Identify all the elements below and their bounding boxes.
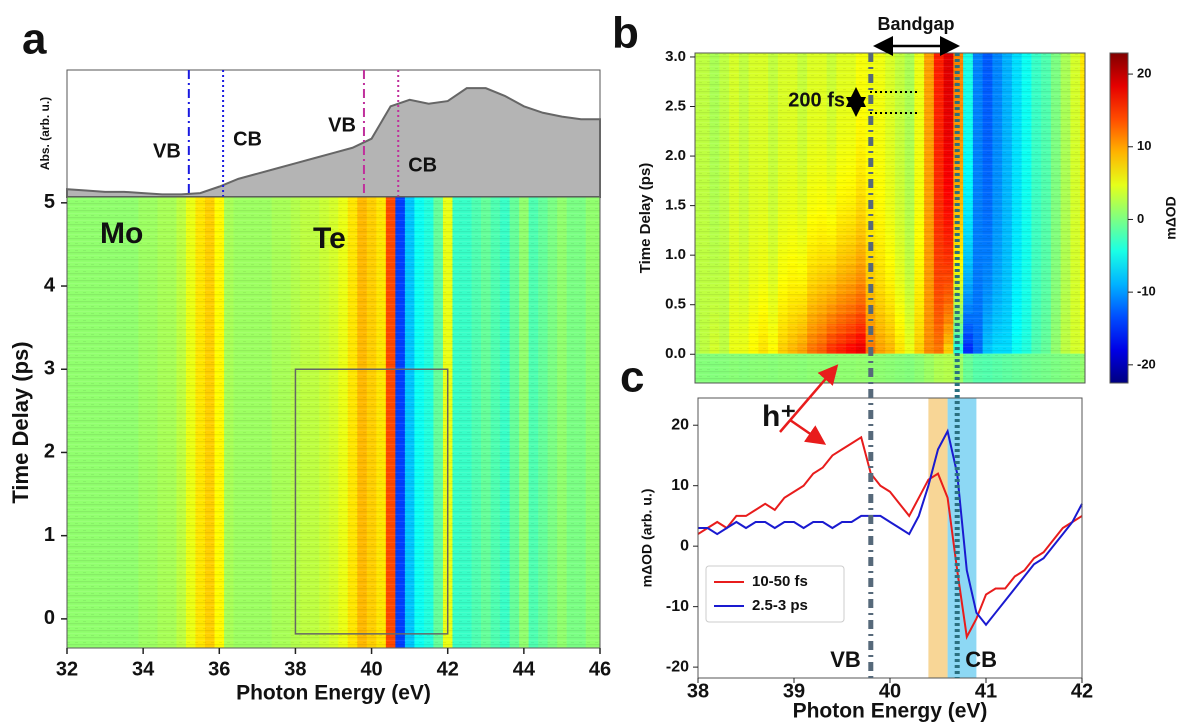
y-tick-label: 1.0: [665, 246, 686, 263]
y-tick-label: 20: [671, 416, 689, 433]
y-tick-label: 0: [44, 607, 55, 629]
hole-label: h⁺: [762, 400, 796, 433]
colorbar-tick-label: -20: [1137, 356, 1156, 371]
y-tick-label: 0.0: [665, 345, 686, 362]
y-axis-label: mΔOD (arb. u.): [639, 489, 655, 588]
y-tick-label: 5: [44, 191, 55, 213]
y-tick-label: 0: [680, 537, 689, 554]
legend-label: 10-50 fs: [752, 573, 808, 590]
y-tick-label: 3: [44, 358, 55, 380]
panel-label: a: [22, 15, 47, 64]
x-tick-label: 32: [56, 658, 78, 680]
legend-label: 2.5-3 ps: [752, 597, 808, 614]
y-tick-label: 0.5: [665, 296, 686, 313]
edge-label: CB: [233, 128, 262, 150]
streak-texture: [695, 53, 1085, 383]
y-tick-label: 3.0: [665, 48, 686, 65]
spectrum-line: [697, 435, 1083, 641]
inset-box: [294, 368, 449, 635]
x-tick-label: 39: [783, 680, 805, 702]
colorbar-tick-label: -10: [1137, 284, 1156, 299]
x-tick-label: 44: [513, 658, 536, 680]
absorption-area: [66, 87, 601, 198]
plot-bg: [698, 398, 1082, 678]
colorbar-tick-label: 0: [1137, 211, 1144, 226]
colorbar-tick-label: 10: [1137, 138, 1151, 153]
y-tick-label: 1: [44, 524, 55, 546]
x-tick-label: 40: [360, 658, 382, 680]
x-tick-label: 40: [879, 680, 901, 702]
y-tick-label: -10: [666, 598, 689, 615]
edge-label: VB: [328, 114, 356, 136]
element-label: Te: [313, 222, 346, 255]
y-tick-label: 1.5: [665, 197, 686, 214]
edge-label: VB: [153, 140, 181, 162]
colorbar-label: mΔOD: [1163, 196, 1179, 240]
plot-frame: [66, 196, 601, 649]
y-tick-label: 2.5: [665, 97, 686, 114]
y-tick-label: -20: [666, 658, 689, 675]
colorbar-tick-label: 20: [1137, 66, 1151, 81]
x-axis-label: Photon Energy (eV): [236, 682, 431, 705]
panel-label: c: [620, 353, 644, 402]
y-tick-label: 10: [671, 477, 689, 494]
streak-texture: [67, 197, 600, 648]
x-tick-label: 42: [1071, 680, 1093, 702]
y-axis-label: Abs. (arb. u.): [38, 97, 52, 170]
bandgap-label: Bandgap: [877, 14, 954, 34]
y-axis-label: Time Delay (ps): [637, 163, 654, 274]
spectrum-line: [698, 428, 1083, 627]
y-tick-label: 4: [44, 274, 56, 296]
vb-label: VB: [830, 647, 861, 672]
edge-label: CB: [408, 154, 437, 176]
cb-label: CB: [965, 647, 997, 672]
legend-box: [705, 565, 845, 623]
panel-label: b: [612, 9, 639, 58]
y-axis-label: Time Delay (ps): [8, 341, 33, 503]
arrow: [789, 418, 827, 445]
time-label: 200 fs: [788, 89, 845, 111]
colorbar: [1109, 52, 1129, 384]
arrow: [779, 364, 839, 433]
y-tick-label: 2: [44, 441, 55, 463]
element-label: Mo: [100, 217, 143, 250]
x-tick-label: 41: [975, 680, 997, 702]
x-tick-label: 38: [284, 658, 306, 680]
y-tick-label: 2.0: [665, 147, 686, 164]
x-tick-label: 38: [687, 680, 709, 702]
x-tick-label: 46: [589, 658, 611, 680]
x-tick-label: 42: [437, 658, 459, 680]
highlight-band: [928, 398, 948, 678]
x-tick-label: 36: [208, 658, 230, 680]
x-tick-label: 34: [132, 658, 155, 680]
x-axis-label: Photon Energy (eV): [793, 700, 988, 722]
